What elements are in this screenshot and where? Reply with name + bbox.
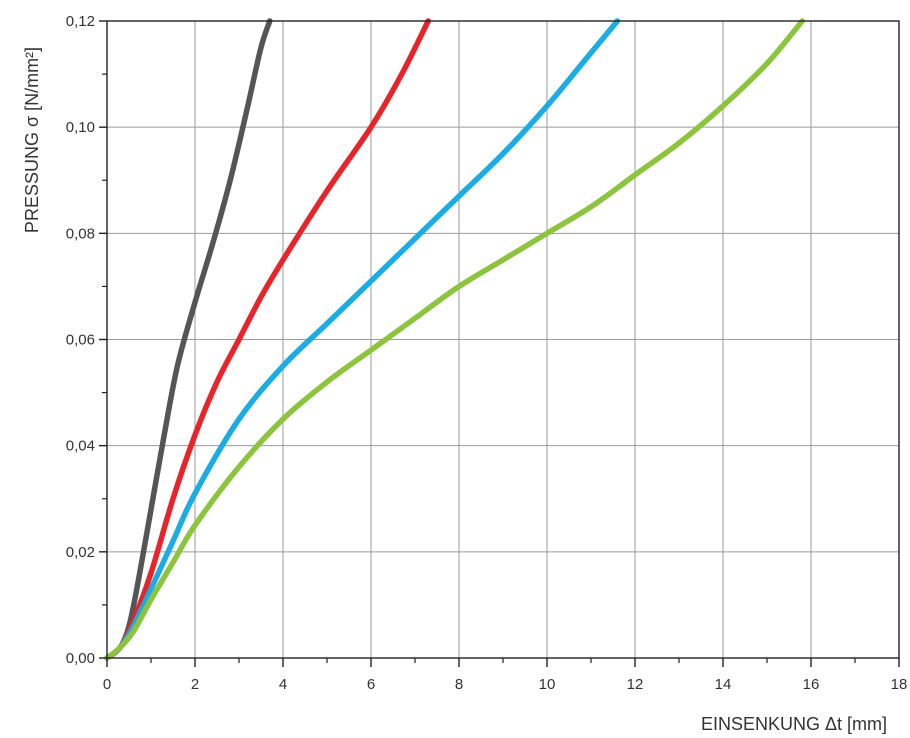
x-tick-label: 2	[191, 676, 199, 693]
y-tick-label: 0,06	[66, 332, 95, 349]
y-tick-label: 0,10	[66, 119, 95, 136]
x-axis-title: EINSENKUNG Δt [mm]	[701, 714, 887, 734]
y-tick-label: 0,08	[66, 225, 95, 242]
x-tick-label: 4	[279, 676, 287, 693]
x-tick-label: 0	[103, 676, 111, 693]
x-tick-label: 6	[367, 676, 375, 693]
ticks-group	[99, 20, 900, 667]
tick-labels-group: 0 2 4 6 8 10 12 14 16 18 0,00 0,02 0,04 0,06 0,08 0,10 0…	[66, 13, 908, 693]
series-line-4	[104, 18, 805, 661]
x-tick-label: 16	[803, 676, 820, 693]
x-tick-label: 8	[455, 676, 463, 693]
series-group	[104, 18, 805, 661]
series-line-3	[104, 18, 621, 661]
x-tick-label: 18	[891, 676, 908, 693]
y-axis-title: PRESSUNG σ [N/mm²]	[22, 47, 42, 233]
x-tick-label: 14	[715, 676, 732, 693]
y-tick-label: 0,12	[66, 13, 95, 30]
y-tick-label: 0,00	[66, 650, 95, 667]
x-tick-label: 10	[539, 676, 556, 693]
y-tick-label: 0,04	[66, 438, 95, 455]
series-line-2	[104, 18, 431, 661]
x-tick-label: 12	[627, 676, 644, 693]
y-tick-label: 0,02	[66, 544, 95, 561]
